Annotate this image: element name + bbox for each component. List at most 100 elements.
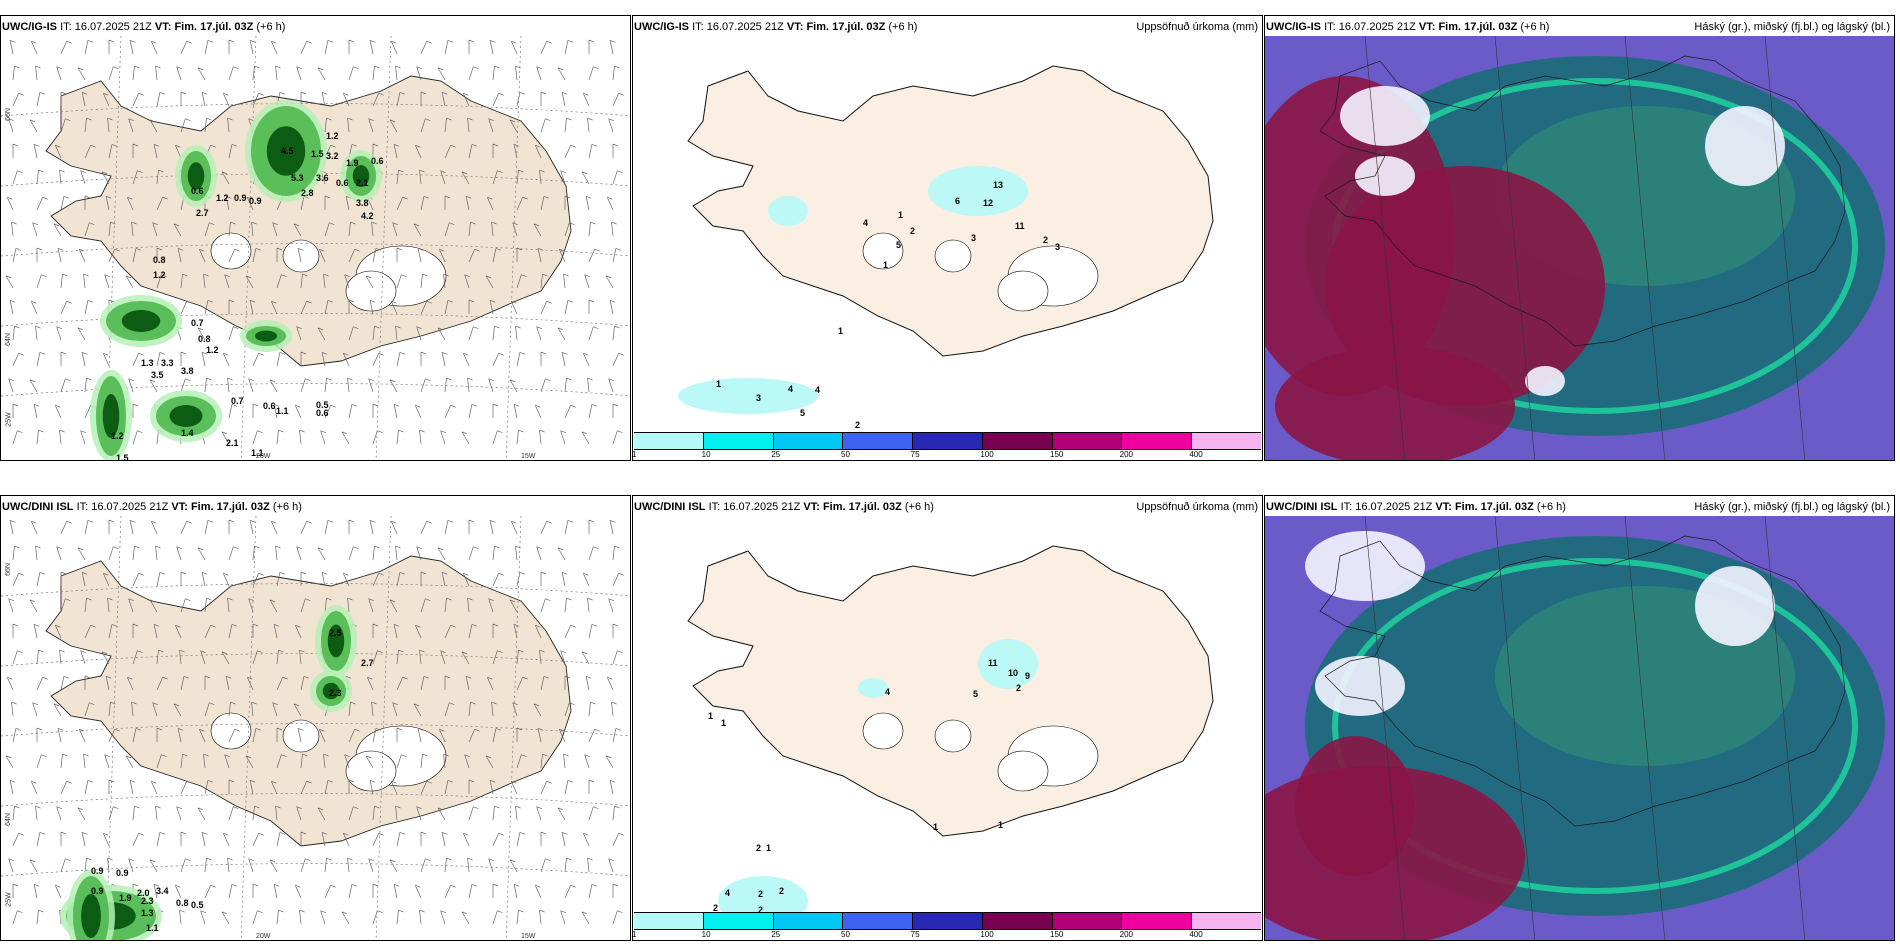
meridian-line: [1494, 36, 1536, 460]
value-label: 11: [988, 658, 998, 668]
value-label: 11: [1015, 221, 1025, 231]
wind-value-labels: 0.61.2 0.9 0.92.71.21.5 3.21.9 0.64.55.3 3.62…: [111, 131, 384, 460]
colorbar-swatch: [982, 433, 1053, 449]
init-time: 16.07.2025 21Z: [1338, 21, 1416, 33]
value-label: 1: [998, 820, 1003, 830]
value-label: 1: [708, 711, 713, 721]
model-name: UWC/DINI ISL: [1266, 501, 1338, 513]
value-label: 3: [971, 233, 976, 243]
glaciers: [862, 232, 1099, 312]
value-label: 3.8: [356, 198, 369, 208]
value-label: 4: [885, 687, 890, 697]
value-label: 3.8: [181, 366, 194, 376]
colorbar-tick: 150: [1050, 930, 1064, 939]
colorbar-tick: 50: [841, 930, 850, 939]
valid-time: Fim. 17.júl. 03Z: [822, 501, 902, 513]
value-label: 1.2: [216, 193, 229, 203]
meridian-line: [1364, 516, 1406, 940]
colorbar-swatch: [634, 433, 704, 449]
value-label: 2: [1016, 683, 1021, 693]
lat-64-label: 64N: [4, 813, 12, 826]
valid-time: Fim. 17.júl. 03Z: [806, 21, 886, 33]
model-name: UWC/IG-IS: [2, 21, 57, 33]
value-label: 2: [713, 903, 718, 913]
colorbar-tick: 75: [910, 450, 920, 459]
colorbar-tick: 1: [632, 930, 637, 939]
value-label: 2: [779, 886, 784, 896]
colorbar-tick: 400: [1189, 450, 1203, 459]
value-label: 0.7: [191, 318, 204, 328]
value-label: 0.5: [316, 400, 329, 410]
panel-header: UWC/IG-IS IT: 16.07.2025 21Z VT: Fim. 17…: [1265, 16, 1894, 38]
lead-time: (+6 h): [1520, 21, 1550, 33]
init-time: 16.07.2025 21Z: [706, 21, 784, 33]
colorbar-swatch: [703, 913, 774, 929]
panel-header: UWC/IG-IS IT: 16.07.2025 21Z VT: Fim. 17…: [1, 16, 630, 38]
coastline: [1319, 535, 1846, 827]
precip-title: Uppsöfnuð úrkoma (mm): [1136, 501, 1258, 513]
precip-shading: [60, 605, 357, 940]
it-label: IT:: [692, 21, 704, 33]
value-label: 4: [725, 888, 730, 898]
colorbar-tick: 1: [632, 450, 637, 459]
value-label: 2.3: [329, 688, 342, 698]
colorbar-swatch: [703, 433, 774, 449]
panel-precip-bottom: UWC/DINI ISL IT: 16.07.2025 21Z VT: Fim.…: [632, 495, 1263, 941]
glaciers: [862, 712, 1099, 792]
value-label: 0.9: [91, 886, 104, 896]
colorbar-tick: 200: [1119, 930, 1134, 939]
panel-cloud-top: UWC/IG-IS IT: 16.07.2025 21Z VT: Fim. 17…: [1264, 15, 1895, 461]
meridian-line: [1494, 516, 1536, 940]
it-label: IT:: [708, 501, 721, 513]
value-label: 0.7: [231, 396, 244, 406]
lon-20-label: 20W: [256, 453, 271, 460]
value-label: 0.8: [153, 255, 166, 265]
colorbar-swatch: [1052, 913, 1123, 929]
value-label: 3.2: [326, 151, 339, 161]
lead-time: (+6 h): [1536, 501, 1566, 513]
wind-value-labels: 2.52.72.30.9 0.90.91.9 2.0 3.42.3 0.8 0.51.31…: [91, 628, 374, 933]
model-name: UWC/DINI ISL: [634, 501, 706, 513]
lead-time: (+6 h): [256, 21, 286, 33]
init-time: 16.07.2025 21Z: [723, 501, 801, 513]
value-label: 5: [896, 240, 901, 250]
cloud-map: [1265, 36, 1894, 460]
value-label: 4: [863, 218, 868, 228]
value-label: 1.1: [146, 923, 159, 933]
meridian-line: [1624, 36, 1666, 460]
lon-20-label: 20W: [256, 933, 271, 940]
value-label: 2.7: [196, 208, 209, 218]
colorbar-tick: 100: [980, 930, 994, 939]
cloud-map: [1265, 516, 1894, 940]
lat-64-label: 64N: [4, 333, 12, 346]
value-label: 1.2: [153, 270, 166, 280]
value-label: 1: [933, 822, 938, 832]
colorbar-swatch: [982, 913, 1053, 929]
colorbar: [634, 912, 1262, 930]
colorbar-swatch: [634, 913, 704, 929]
valid-time: Fim. 17.júl. 03Z: [1438, 21, 1518, 33]
value-label: 3.5: [151, 370, 164, 380]
value-label: 2: [758, 905, 763, 915]
value-label: 2: [756, 843, 761, 853]
model-name: UWC/IG-IS: [634, 21, 689, 33]
value-label: 2: [1043, 235, 1048, 245]
colorbar-swatch: [1192, 433, 1262, 449]
value-label: 2: [758, 889, 763, 899]
value-label: 1.3: [141, 908, 154, 918]
vt-label: VT:: [171, 501, 188, 513]
vt-label: VT:: [803, 501, 820, 513]
panel-header: UWC/DINI ISL IT: 16.07.2025 21Z VT: Fim.…: [633, 496, 1262, 518]
value-label: 1.9: [346, 158, 359, 168]
value-label: 4.5: [281, 146, 294, 156]
value-label: 0.8: [198, 334, 211, 344]
value-label: 2: [910, 226, 915, 236]
value-label: 4: [815, 385, 820, 395]
colorbar-swatch: [913, 433, 983, 449]
value-label: 1: [766, 843, 771, 853]
value-label: 1.2: [206, 345, 219, 355]
wind-map: 0.61.2 0.9 0.92.71.21.5 3.21.9 0.64.55.3 3.62…: [1, 36, 630, 460]
precip-shading: [90, 100, 382, 460]
